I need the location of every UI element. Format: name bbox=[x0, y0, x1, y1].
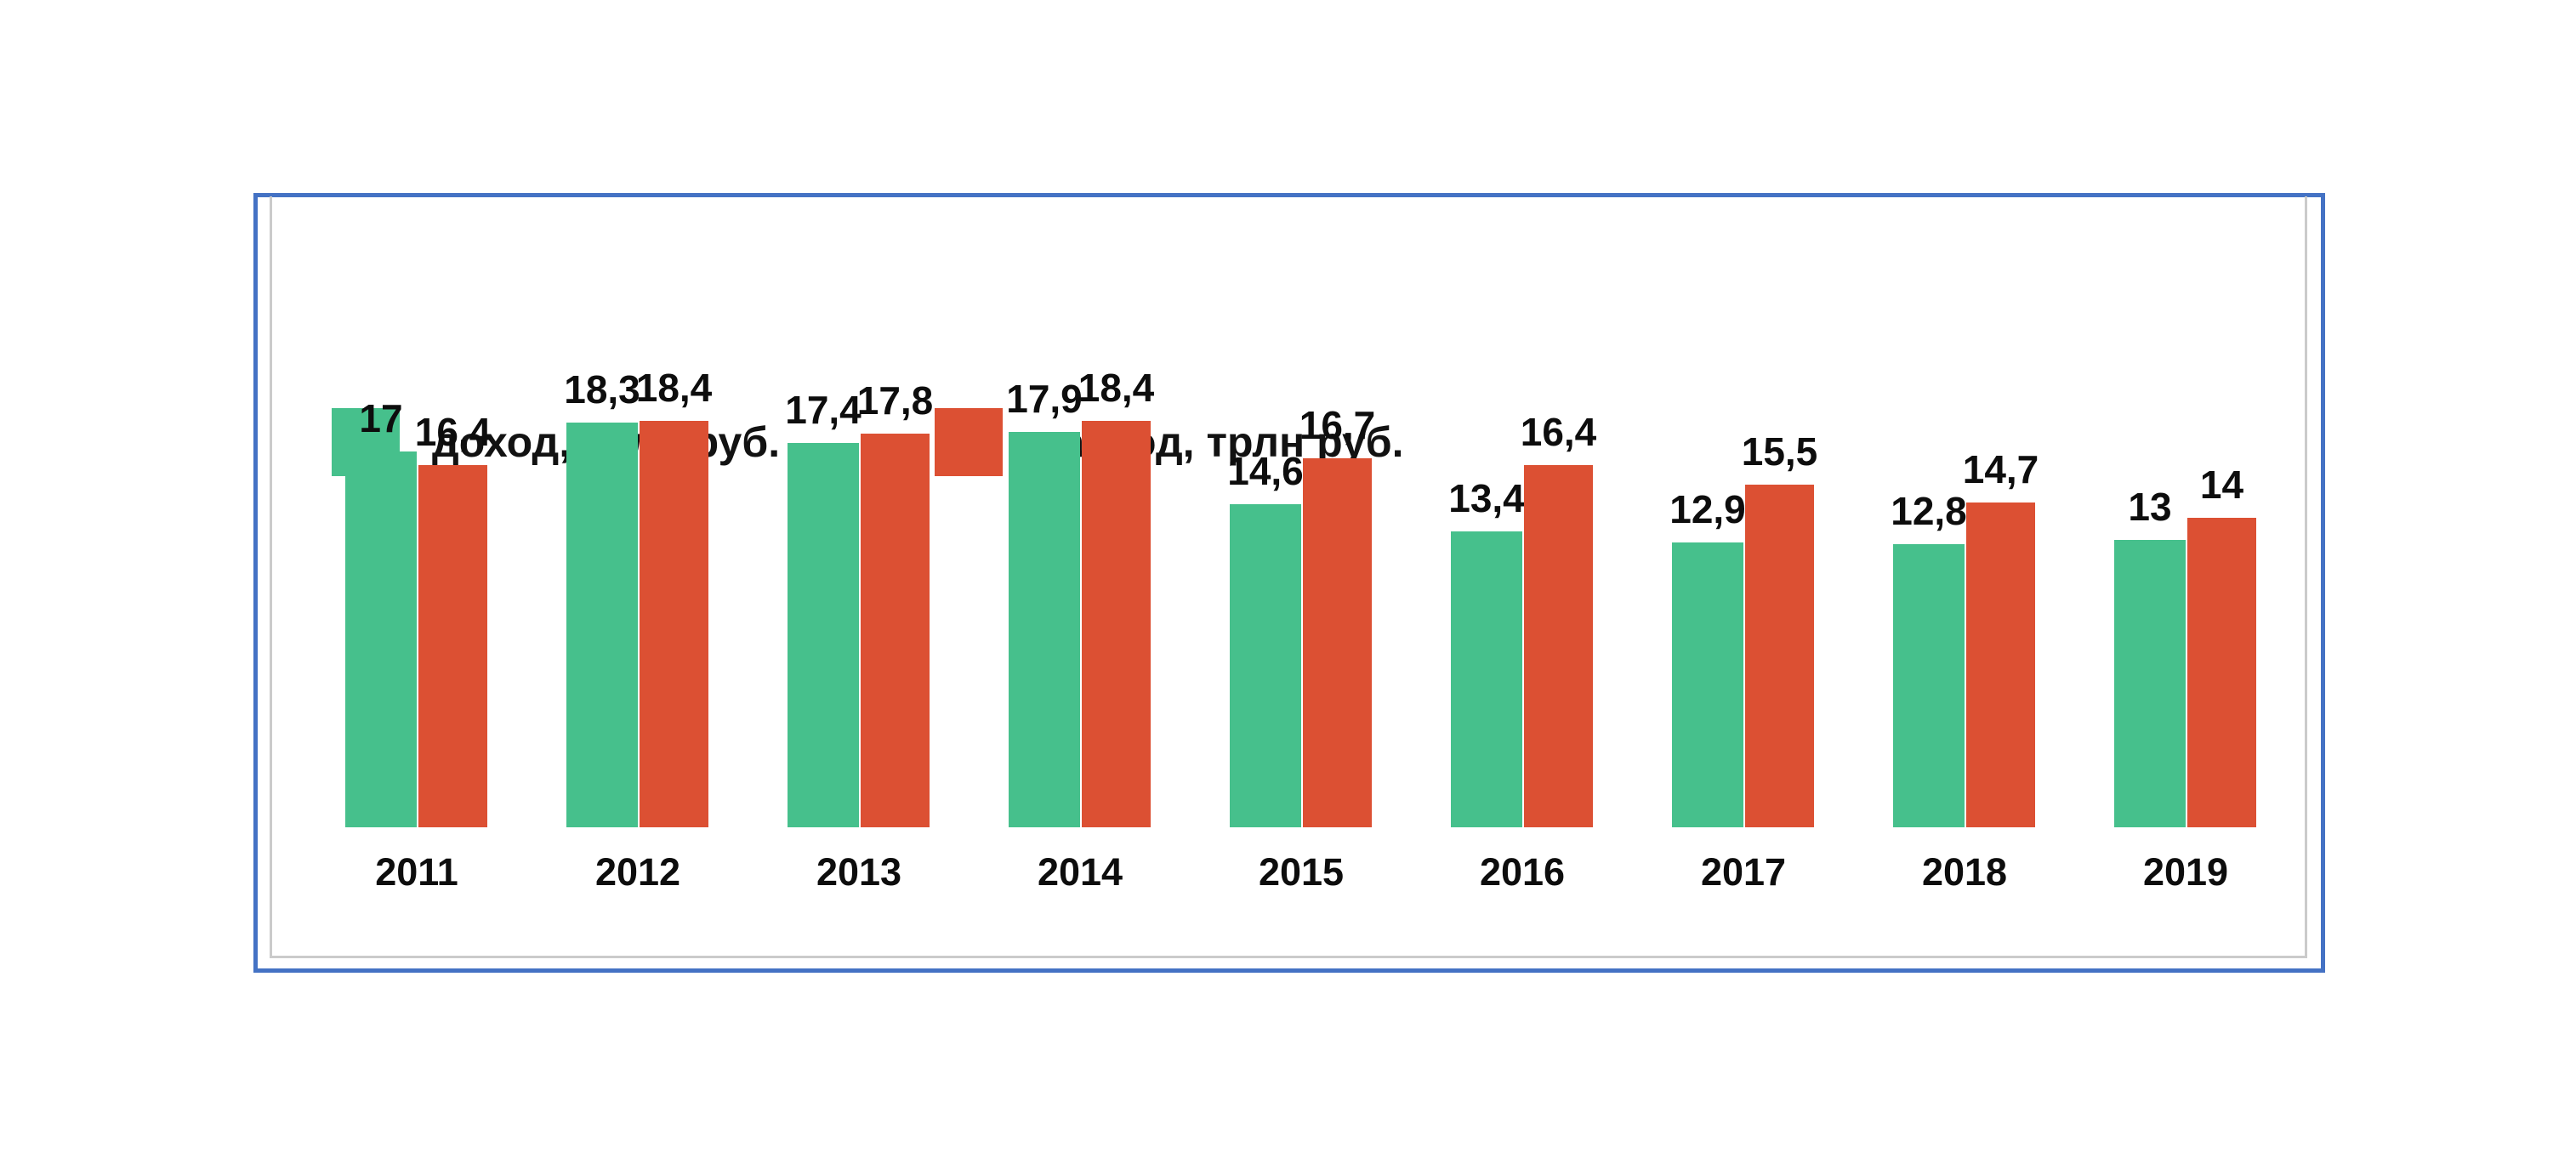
bar-income-2013 bbox=[788, 443, 859, 827]
value-label-income-2017: 12,9 bbox=[1669, 487, 1746, 531]
bar-expense-2015 bbox=[1303, 458, 1372, 827]
bar-income-2011 bbox=[345, 451, 417, 827]
x-axis-label-2012: 2012 bbox=[594, 850, 681, 894]
bar-income-2017 bbox=[1672, 542, 1743, 827]
value-label-expense-2018: 14,7 bbox=[1962, 447, 2039, 491]
x-axis-label-2014: 2014 bbox=[1037, 850, 1123, 894]
bar-income-2018 bbox=[1893, 544, 1965, 827]
x-axis-label-2019: 2019 bbox=[2142, 850, 2229, 894]
bar-expense-2016 bbox=[1524, 465, 1593, 827]
value-label-income-2015: 14,6 bbox=[1227, 449, 1304, 493]
value-label-expense-2016: 16,4 bbox=[1520, 410, 1597, 454]
bar-income-2014 bbox=[1009, 432, 1080, 827]
value-label-income-2019: 13 bbox=[2128, 485, 2172, 529]
value-label-income-2014: 17,9 bbox=[1006, 377, 1083, 421]
value-label-expense-2017: 15,5 bbox=[1741, 429, 1818, 474]
value-label-income-2011: 17 bbox=[359, 396, 403, 440]
bar-expense-2014 bbox=[1082, 421, 1151, 827]
x-axis-label-2017: 2017 bbox=[1700, 850, 1787, 894]
value-label-income-2018: 12,8 bbox=[1891, 489, 1967, 533]
value-label-expense-2019: 14 bbox=[2199, 463, 2244, 507]
value-label-income-2013: 17,4 bbox=[785, 388, 862, 432]
bar-expense-2012 bbox=[640, 421, 708, 827]
x-axis-label-2016: 2016 bbox=[1479, 850, 1566, 894]
bar-income-2019 bbox=[2114, 540, 2186, 827]
value-label-expense-2015: 16,7 bbox=[1299, 403, 1376, 447]
bar-income-2016 bbox=[1451, 531, 1522, 827]
bar-income-2015 bbox=[1230, 504, 1301, 827]
bar-expense-2017 bbox=[1745, 485, 1814, 827]
value-label-income-2016: 13,4 bbox=[1448, 476, 1525, 520]
value-label-expense-2012: 18,4 bbox=[635, 366, 713, 410]
bar-expense-2011 bbox=[418, 465, 487, 827]
x-axis-label-2011: 2011 bbox=[375, 850, 458, 894]
value-label-expense-2011: 16,4 bbox=[414, 410, 492, 454]
bar-income-2012 bbox=[566, 423, 638, 827]
x-axis-label-2015: 2015 bbox=[1258, 850, 1345, 894]
bar-expense-2018 bbox=[1966, 503, 2035, 827]
x-axis-label-2013: 2013 bbox=[816, 850, 902, 894]
bar-expense-2013 bbox=[861, 434, 930, 827]
expense-legend-swatch bbox=[935, 408, 1003, 476]
value-label-expense-2014: 18,4 bbox=[1078, 366, 1155, 410]
value-label-expense-2013: 17,8 bbox=[856, 378, 934, 423]
value-label-income-2012: 18,3 bbox=[564, 367, 640, 412]
plot-area-border bbox=[270, 196, 2307, 958]
x-axis-label-2018: 2018 bbox=[1921, 850, 2008, 894]
bar-expense-2019 bbox=[2187, 518, 2256, 827]
